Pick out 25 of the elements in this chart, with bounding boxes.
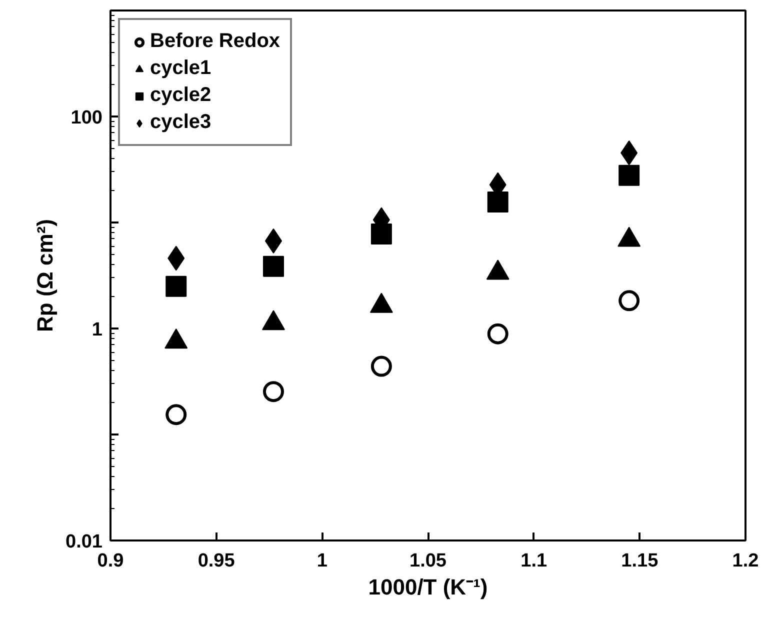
point [487,192,508,213]
y-tick-label: 0.01 [66,532,103,552]
x-tick-label: 0.95 [198,550,236,572]
x-tick-label: 1 [316,550,328,572]
x-tick-label: 1.15 [621,550,659,572]
x-tick-label: 0.9 [97,550,124,572]
point [262,381,284,402]
point [262,256,284,277]
y-tick-label: 100 [70,108,102,128]
x-tick-label: 1.2 [732,550,759,572]
legend-label: cycle1 [150,57,212,80]
point [166,404,187,426]
point [487,323,508,344]
point [370,356,392,377]
point [618,164,640,186]
point [166,276,187,297]
x-tick-label: 1.05 [410,550,447,572]
legend-label: Before Redox [150,30,280,53]
point [618,290,640,312]
legend-label: cycle2 [150,84,212,107]
x-tick-label: 1.1 [520,550,548,572]
x-axis-title: 1000/T (K⁻¹) [368,574,488,600]
y-tick-label: 1 [92,320,103,340]
y-axis-title: Rp (Ω cm²) [32,219,58,332]
legend-label: cycle3 [150,111,212,134]
